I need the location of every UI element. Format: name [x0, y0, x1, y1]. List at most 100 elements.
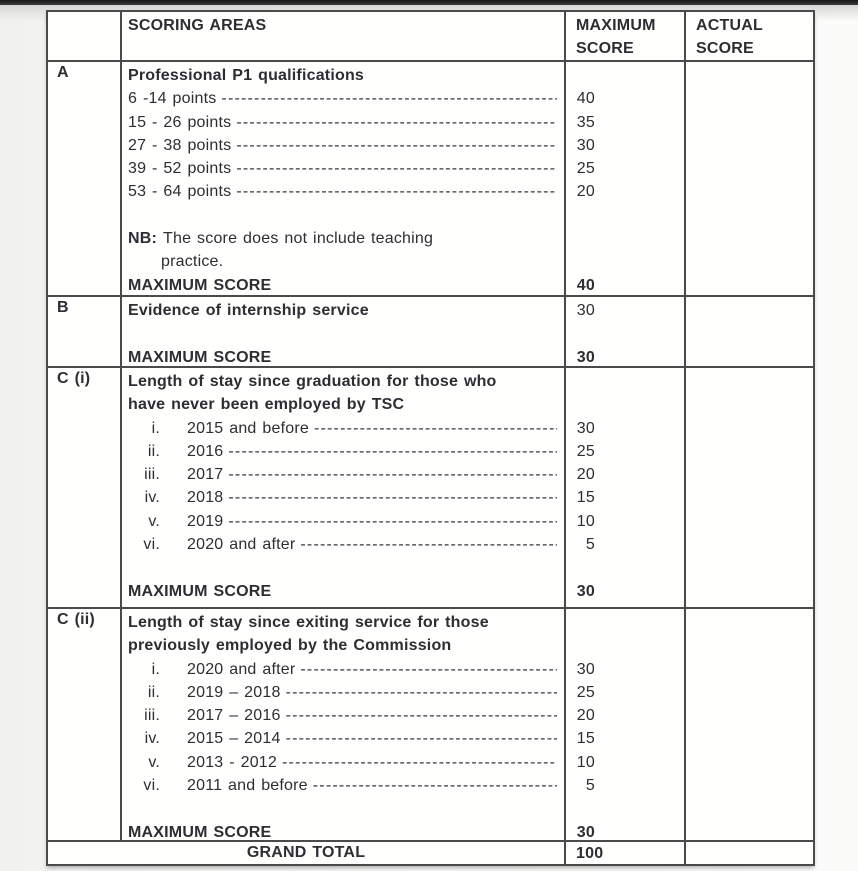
score-item: ii. 2016 ---------------------------------… [128, 440, 558, 463]
dotted-leader: ----------------------------------------… [285, 730, 557, 748]
dotted-leader: ----------------------------------------… [221, 90, 557, 108]
grand-total-max-score-cell: 100 [564, 842, 684, 864]
dotted-leader: ----------------------------------------… [236, 136, 557, 154]
section-c2-max-score: 30 [576, 823, 595, 840]
dotted-leader: ----------------------------------------… [236, 113, 557, 131]
table-row-section-b: B Evidence of internship service MAXIMUM… [48, 297, 813, 368]
score-item: 6 -14 points ----------------------------… [128, 87, 558, 110]
table-row-section-c1: C (i) Length of stay since graduation fo… [48, 368, 813, 609]
dotted-leader: ----------------------------------------… [228, 466, 557, 484]
section-a-note: NB: The score does not include teaching [128, 230, 434, 248]
section-a-max-scores: 40 35 30 25 20 40 [564, 62, 684, 295]
score-item: 39 - 52 points --------------------------… [128, 157, 558, 180]
max-score-value: 35 [576, 113, 595, 131]
max-score-value: 30 [576, 660, 595, 678]
table-row-grand-total: GRAND TOTAL 100 [48, 842, 813, 864]
dotted-leader: ----------------------------------------… [228, 512, 557, 530]
max-score-value: 15 [576, 730, 595, 748]
section-c2-label: C (ii) [57, 611, 95, 628]
section-c2-title-line2: previously employed by the Commission [128, 637, 452, 655]
dotted-leader: ----------------------------------------… [282, 753, 557, 771]
section-c2-max-label: MAXIMUM SCORE [128, 823, 272, 840]
max-score-value: 5 [585, 777, 595, 795]
section-c2-title-line1: Length of stay since exiting service for… [128, 614, 489, 631]
score-item: v. 2013 - 2012 ---------------------------… [128, 751, 558, 774]
max-score-value: 40 [576, 90, 595, 108]
max-score-value: 30 [576, 419, 595, 437]
section-b-max-label: MAXIMUM SCORE [128, 348, 272, 366]
section-b-max-score: 30 [576, 348, 595, 366]
score-item: i. 2015 and before -----------------------… [128, 417, 558, 440]
max-score-value: 10 [576, 753, 595, 771]
section-b-title: Evidence of internship service [128, 302, 369, 319]
dotted-leader: ----------------------------------------… [236, 160, 557, 178]
score-item: iv. 2018 ---------------------------------… [128, 486, 558, 509]
max-score-value: 20 [576, 183, 595, 201]
score-item: 15 - 26 points --------------------------… [128, 111, 558, 134]
score-item: vi. 2020 and after -----------------------… [128, 533, 558, 556]
max-score-value: 25 [576, 683, 595, 701]
section-c1-title-line2: have never been employed by TSC [128, 396, 405, 414]
section-c1-max-scores: 30 25 20 15 10 5 30 [564, 368, 684, 607]
score-item: iii. 2017 --------------------------------… [128, 463, 558, 486]
section-c1-actual-score-cell [684, 368, 813, 607]
table-row-section-c2: C (ii) Length of stay since exiting serv… [48, 609, 813, 842]
max-score-value: 5 [585, 536, 595, 554]
score-item: iii. 2017 – 2016 -------------------------… [128, 704, 558, 727]
header-actual-score: ACTUAL SCORE [684, 12, 813, 60]
header-scoring-areas: SCORING AREAS [120, 12, 564, 60]
section-c1-label: C (i) [57, 370, 91, 387]
section-a-actual-score-cell [684, 62, 813, 295]
section-a-max-score: 40 [576, 276, 595, 294]
max-score-value: 20 [576, 707, 595, 725]
max-score-value: 30 [576, 302, 595, 319]
section-b-max-scores: 30 30 [564, 297, 684, 366]
dotted-leader: ----------------------------------------… [285, 683, 557, 701]
scoring-table: SCORING AREAS MAXIMUM SCORE ACTUAL SCORE… [46, 10, 815, 866]
section-c1-max-score: 30 [576, 582, 595, 600]
score-item: v. 2019 ----------------------------------… [128, 510, 558, 533]
section-c2-actual-score-cell [684, 609, 813, 840]
section-b-label: B [57, 299, 69, 316]
score-item: 53 - 64 points --------------------------… [128, 180, 558, 203]
section-c1-max-label: MAXIMUM SCORE [128, 582, 272, 600]
header-maximum-score: MAXIMUM SCORE [564, 12, 684, 60]
section-a-max-label: MAXIMUM SCORE [128, 276, 272, 294]
section-b-scoring-areas: Evidence of internship service MAXIMUM S… [120, 297, 564, 366]
table-row-section-a: A Professional P1 qualifications 6 -14 p… [48, 62, 813, 297]
max-score-value: 30 [576, 136, 595, 154]
section-b-actual-score-cell [684, 297, 813, 366]
grand-total-label: GRAND TOTAL [246, 844, 366, 861]
grand-total-score: 100 [576, 845, 604, 862]
max-score-value: 15 [576, 489, 595, 507]
grand-total-actual-score-cell [684, 842, 813, 864]
dotted-leader: ----------------------------------------… [228, 442, 557, 460]
section-c2-scoring-areas: Length of stay since exiting service for… [120, 609, 564, 840]
dotted-leader: ----------------------------------------… [285, 707, 557, 725]
section-a-label: A [57, 64, 69, 81]
dotted-leader: ----------------------------------------… [236, 183, 557, 201]
score-item: vi. 2011 and before ----------------------… [128, 774, 558, 797]
max-score-value: 20 [576, 466, 595, 484]
score-item: iv. 2015 – 2014 --------------------------… [128, 727, 558, 750]
score-item: i. 2020 and after ------------------------… [128, 658, 558, 681]
section-c1-title-line1: Length of stay since graduation for thos… [128, 373, 497, 390]
dotted-leader: ----------------------------------------… [300, 660, 557, 678]
section-c1-scoring-areas: Length of stay since graduation for thos… [120, 368, 564, 607]
dotted-leader: ----------------------------------------… [228, 489, 557, 507]
section-a-note-line2: practice. [161, 253, 224, 271]
section-a-scoring-areas: Professional P1 qualifications 6 -14 poi… [120, 62, 564, 295]
section-c2-max-scores: 30 25 20 15 10 5 30 [564, 609, 684, 840]
scan-top-edge [0, 0, 858, 5]
header-corner-cell [48, 12, 120, 60]
max-score-value: 25 [576, 442, 595, 460]
dotted-leader: ----------------------------------------… [313, 419, 557, 437]
dotted-leader: ----------------------------------------… [312, 777, 557, 795]
score-item: ii. 2019 – 2018 --------------------------… [128, 681, 558, 704]
table-header-row: SCORING AREAS MAXIMUM SCORE ACTUAL SCORE [48, 12, 813, 62]
dotted-leader: ----------------------------------------… [300, 536, 557, 554]
max-score-value: 10 [576, 512, 595, 530]
score-item: 27 - 38 points --------------------------… [128, 134, 558, 157]
section-a-title: Professional P1 qualifications [128, 67, 365, 84]
